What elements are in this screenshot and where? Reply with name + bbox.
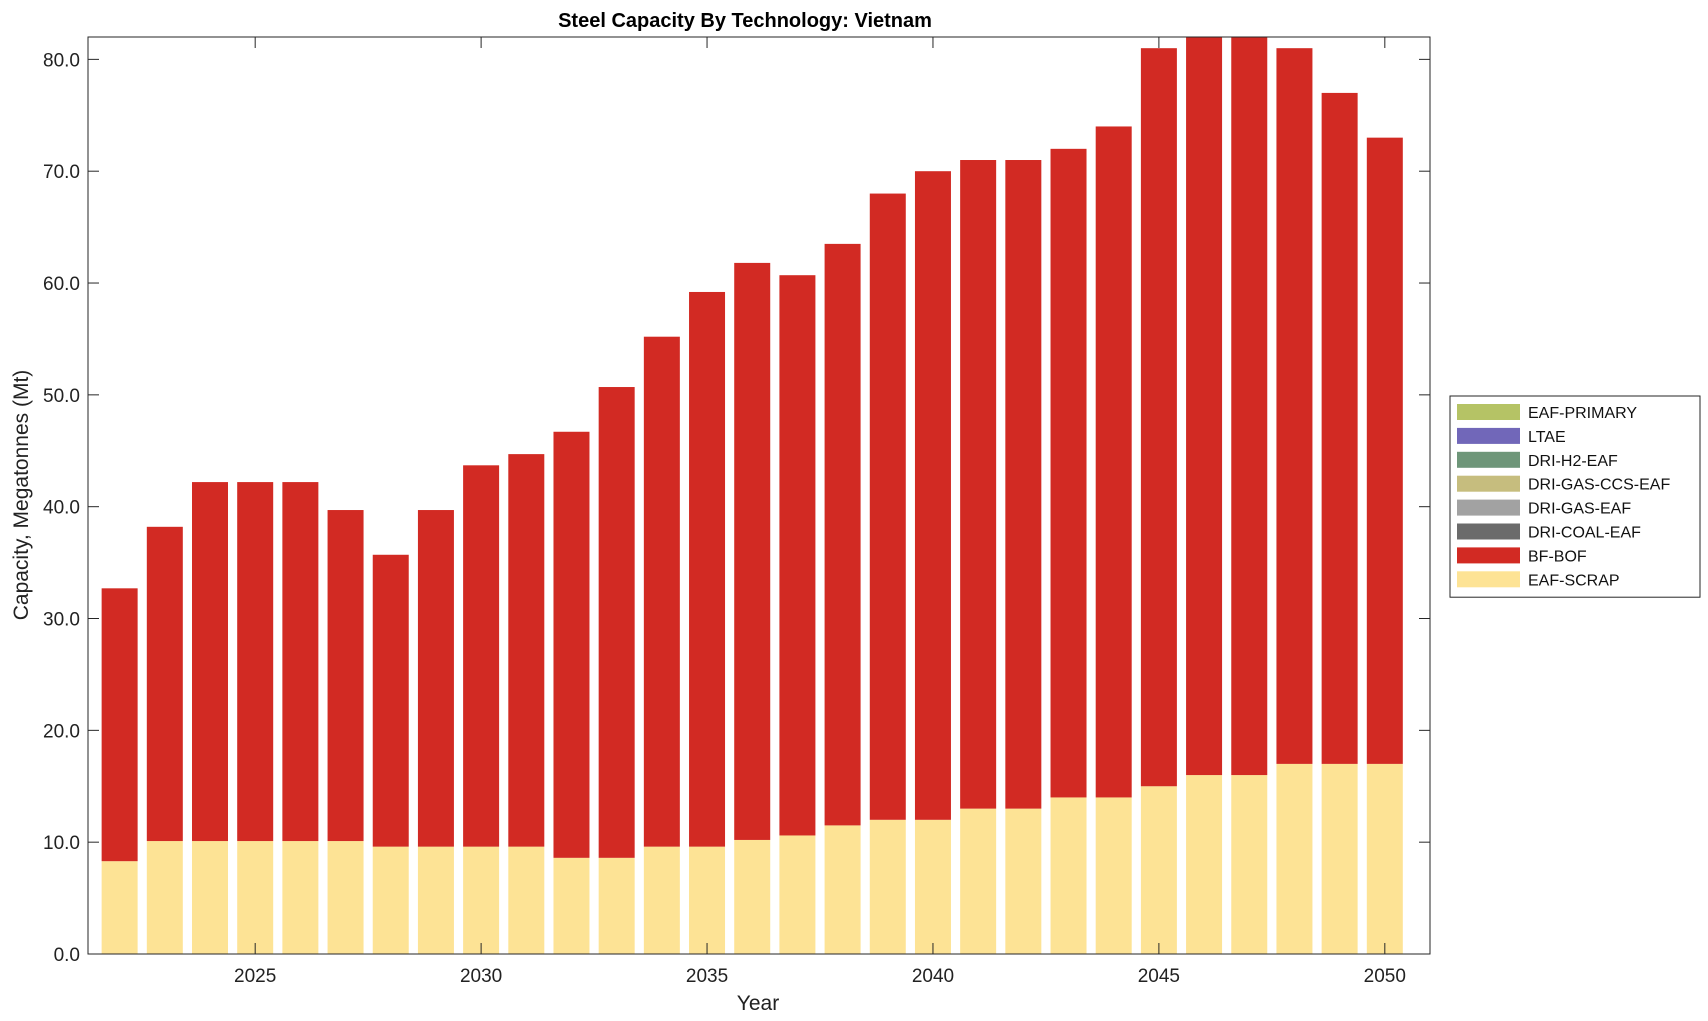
- bar-bf-bof-2033: [598, 387, 635, 858]
- bars-group: [101, 37, 1403, 954]
- bar-eaf-scrap-2032: [553, 857, 590, 954]
- bar-bf-bof-2025: [237, 482, 274, 842]
- bar-eaf-scrap-2038: [824, 825, 861, 954]
- bar-bf-bof-2038: [824, 243, 861, 826]
- y-tick-label: 0.0: [54, 945, 80, 966]
- bar-eaf-scrap-2023: [146, 841, 183, 954]
- bar-bf-bof-2035: [689, 291, 726, 847]
- x-axis-label: Year: [737, 992, 779, 1015]
- bar-bf-bof-2044: [1095, 126, 1132, 798]
- bar-bf-bof-2039: [869, 193, 906, 820]
- bar-bf-bof-2034: [643, 336, 680, 847]
- bar-bf-bof-2023: [146, 526, 183, 842]
- legend-label-eaf-scrap: EAF-SCRAP: [1528, 572, 1620, 589]
- bar-eaf-scrap-2031: [508, 846, 545, 954]
- y-axis-ticks: 0.0 10.0 20.0 30.0 40.0 50.0 60.0 70.0 80.0: [43, 50, 1430, 966]
- y-tick-label: 60.0: [43, 274, 80, 295]
- bar-eaf-scrap-2034: [643, 846, 680, 954]
- bar-bf-bof-2030: [463, 465, 500, 847]
- bar-bf-bof-2022: [101, 588, 138, 862]
- legend-label-dri-coal-eaf: DRI-COAL-EAF: [1528, 525, 1641, 542]
- bar-bf-bof-2043: [1050, 148, 1087, 798]
- bar-bf-bof-2029: [417, 510, 454, 847]
- legend-swatch-ltae: [1457, 427, 1520, 444]
- bar-bf-bof-2048: [1276, 48, 1313, 764]
- y-axis-label: Capacity, Megatonnes (Mt): [10, 370, 33, 621]
- bar-bf-bof-2042: [1005, 160, 1042, 809]
- bar-bf-bof-2036: [734, 262, 771, 840]
- bar-eaf-scrap-2028: [372, 846, 409, 954]
- y-tick-label: 70.0: [43, 162, 80, 183]
- legend-swatch-dri-gas-ccs-eaf: [1457, 475, 1520, 492]
- bar-eaf-scrap-2048: [1276, 763, 1313, 954]
- bar-eaf-scrap-2041: [960, 808, 997, 954]
- legend-label-eaf-primary: EAF-PRIMARY: [1528, 405, 1637, 422]
- x-tick-label: 2030: [460, 966, 502, 987]
- bar-eaf-scrap-2024: [192, 841, 228, 954]
- legend-label-dri-gas-eaf: DRI-GAS-EAF: [1528, 501, 1631, 518]
- legend-swatch-bf-bof: [1457, 547, 1520, 564]
- bar-eaf-scrap-2026: [282, 841, 319, 954]
- bar-eaf-scrap-2044: [1095, 797, 1132, 954]
- bar-eaf-scrap-2046: [1186, 775, 1223, 954]
- bar-eaf-scrap-2030: [463, 846, 500, 954]
- bar-bf-bof-2026: [282, 482, 319, 842]
- legend: EAF-PRIMARY LTAE DRI-H2-EAF DRI-GAS-CCS-EAF…: [1449, 395, 1701, 598]
- bar-eaf-scrap-2039: [869, 819, 906, 954]
- legend-swatch-eaf-scrap: [1457, 571, 1520, 588]
- bar-eaf-scrap-2022: [101, 861, 138, 954]
- legend-label-bf-bof: BF-BOF: [1528, 548, 1587, 565]
- y-tick-label: 50.0: [43, 386, 80, 407]
- y-tick-label: 40.0: [43, 498, 80, 519]
- x-tick-label: 2045: [1138, 966, 1180, 987]
- bar-eaf-scrap-2027: [327, 841, 364, 954]
- bar-bf-bof-2024: [192, 482, 228, 842]
- chart-title: Steel Capacity By Technology: Vietnam: [558, 10, 932, 32]
- bar-eaf-scrap-2045: [1140, 786, 1177, 954]
- bar-bf-bof-2050: [1366, 137, 1403, 764]
- bar-bf-bof-2040: [914, 171, 951, 820]
- legend-label-ltae: LTAE: [1528, 429, 1566, 446]
- bar-eaf-scrap-2043: [1050, 797, 1087, 954]
- bar-eaf-scrap-2050: [1366, 763, 1403, 954]
- x-axis-ticks: 2025 2030 2035 2040 2045 2050: [234, 37, 1406, 987]
- bar-bf-bof-2027: [327, 510, 364, 842]
- x-tick-label: 2040: [912, 966, 954, 987]
- y-tick-label: 20.0: [43, 721, 80, 742]
- bar-eaf-scrap-2049: [1321, 763, 1358, 954]
- y-tick-label: 10.0: [43, 833, 80, 854]
- bar-bf-bof-2046: [1186, 37, 1223, 776]
- legend-swatch-dri-h2-eaf: [1457, 451, 1520, 468]
- bar-bf-bof-2045: [1140, 48, 1177, 787]
- legend-box: [1449, 395, 1701, 598]
- y-tick-label: 80.0: [43, 50, 80, 71]
- bar-bf-bof-2032: [553, 431, 590, 858]
- bar-eaf-scrap-2040: [914, 819, 951, 954]
- bar-eaf-scrap-2042: [1005, 808, 1042, 954]
- bar-bf-bof-2041: [960, 160, 997, 809]
- bar-bf-bof-2049: [1321, 92, 1358, 764]
- bar-eaf-scrap-2033: [598, 857, 635, 954]
- legend-label-dri-gas-ccs-eaf: DRI-GAS-CCS-EAF: [1528, 477, 1670, 494]
- x-tick-label: 2050: [1364, 966, 1406, 987]
- bar-bf-bof-2047: [1231, 37, 1268, 776]
- plot-frame: [87, 36, 1431, 955]
- bar-bf-bof-2037: [779, 275, 816, 836]
- bar-eaf-scrap-2025: [237, 841, 274, 954]
- bar-eaf-scrap-2037: [779, 835, 816, 954]
- bar-bf-bof-2031: [508, 454, 545, 847]
- bar-eaf-scrap-2047: [1231, 775, 1268, 954]
- legend-swatch-eaf-primary: [1457, 404, 1520, 420]
- x-tick-label: 2025: [234, 966, 276, 987]
- bar-eaf-scrap-2029: [417, 846, 454, 954]
- x-tick-label: 2035: [686, 966, 728, 987]
- legend-swatch-dri-coal-eaf: [1457, 523, 1520, 540]
- bar-bf-bof-2028: [372, 554, 409, 847]
- bar-eaf-scrap-2036: [734, 839, 771, 954]
- legend-label-dri-h2-eaf: DRI-H2-EAF: [1528, 453, 1618, 470]
- legend-swatch-dri-gas-eaf: [1457, 499, 1520, 516]
- bar-eaf-scrap-2035: [689, 846, 726, 954]
- y-tick-label: 30.0: [43, 610, 80, 631]
